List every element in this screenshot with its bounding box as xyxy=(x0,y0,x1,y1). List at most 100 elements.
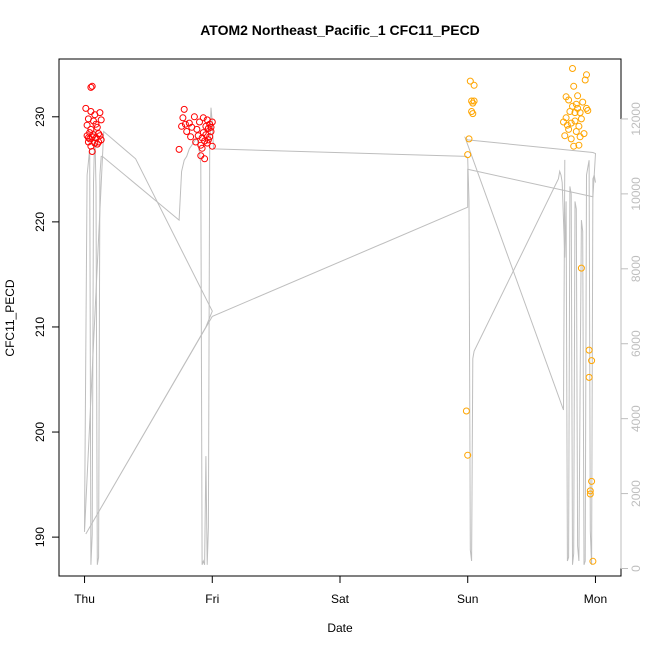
x-axis-label: Date xyxy=(327,621,353,635)
data-point xyxy=(577,115,585,123)
data-point xyxy=(584,107,592,114)
x-tick-label: Sun xyxy=(457,592,478,606)
data-point xyxy=(469,110,477,118)
x-tick-label: Sat xyxy=(331,592,350,606)
data-point xyxy=(180,105,188,113)
data-point xyxy=(194,132,202,140)
track-line xyxy=(84,130,597,535)
data-point xyxy=(193,125,201,133)
data-point xyxy=(570,82,578,90)
data-point xyxy=(583,71,590,79)
data-point xyxy=(576,109,584,117)
data-point xyxy=(181,120,189,128)
data-point xyxy=(93,123,101,131)
data-point xyxy=(190,113,198,121)
data-point xyxy=(563,121,571,129)
y-tick-label: 210 xyxy=(33,317,47,337)
data-point xyxy=(585,346,593,354)
depth-line xyxy=(84,107,596,565)
data-point xyxy=(585,373,593,381)
data-point xyxy=(571,117,579,125)
data-point xyxy=(199,114,207,122)
data-point xyxy=(589,557,597,565)
chart-title: ATOM2 Northeast_Pacific_1 CFC11_PECD xyxy=(200,22,480,38)
data-point xyxy=(87,108,95,115)
data-point xyxy=(577,264,585,272)
data-point xyxy=(581,76,589,84)
data-point xyxy=(466,77,474,85)
x-axis: Thu Fri Sat Sun Mon xyxy=(74,575,607,606)
y-tick-label: 190 xyxy=(33,527,47,547)
data-point xyxy=(588,477,596,485)
data-point xyxy=(197,152,205,160)
track-line-layer xyxy=(84,130,597,535)
data-point xyxy=(586,487,594,495)
y2-tick-label: 4000 xyxy=(629,405,643,432)
data-point xyxy=(569,65,576,72)
x-tick-label: Mon xyxy=(584,592,607,606)
data-point xyxy=(183,128,191,135)
data-point xyxy=(198,144,206,152)
data-point xyxy=(586,490,594,498)
plot-frame xyxy=(58,58,622,577)
data-points-layer xyxy=(82,65,597,565)
data-point xyxy=(84,134,92,142)
data-point xyxy=(97,136,105,144)
data-point xyxy=(208,142,216,150)
data-point xyxy=(83,121,91,129)
data-point xyxy=(562,114,570,122)
y2-tick-label: 12000 xyxy=(629,102,643,136)
data-point xyxy=(96,132,104,140)
data-point xyxy=(192,138,200,146)
data-point xyxy=(470,97,478,105)
data-point xyxy=(97,116,105,124)
y2-tick-label: 10000 xyxy=(629,177,643,211)
data-point xyxy=(464,151,472,159)
data-point xyxy=(88,148,96,155)
data-point xyxy=(570,142,578,150)
data-point xyxy=(567,119,575,127)
y2-tick-label: 2000 xyxy=(629,480,643,507)
data-point xyxy=(196,118,203,126)
y-tick-label: 220 xyxy=(33,212,47,232)
data-point xyxy=(464,451,472,459)
y2-tick-label: 6000 xyxy=(629,330,643,357)
y2-tick-label: 0 xyxy=(629,565,643,572)
data-point xyxy=(175,145,183,153)
data-point xyxy=(96,109,104,117)
data-point xyxy=(201,155,209,163)
data-point xyxy=(179,114,187,122)
data-point xyxy=(87,83,95,91)
data-point xyxy=(561,132,569,140)
data-point xyxy=(178,122,186,130)
data-point xyxy=(576,133,584,141)
y-tick-label: 200 xyxy=(33,422,47,442)
x-tick-label: Thu xyxy=(74,592,95,606)
data-point xyxy=(187,133,195,141)
data-point xyxy=(567,135,575,143)
data-point xyxy=(575,122,583,130)
data-point xyxy=(92,120,100,128)
data-point xyxy=(197,141,205,149)
data-point xyxy=(204,136,212,144)
data-point xyxy=(580,130,588,138)
y-tick-label: 230 xyxy=(33,106,47,126)
data-point xyxy=(575,141,583,149)
data-point xyxy=(565,125,573,133)
data-point xyxy=(82,104,90,112)
data-point xyxy=(579,98,587,106)
x-tick-label: Fri xyxy=(205,592,219,606)
y-axis-right: 0 2000 4000 6000 8000 10000 12000 xyxy=(620,102,643,572)
data-point xyxy=(465,135,473,143)
data-point xyxy=(588,357,596,365)
data-point xyxy=(208,118,216,126)
data-point xyxy=(203,139,211,147)
y-axis-left: 190 200 210 220 230 xyxy=(33,106,60,547)
y-axis-label: CFC11_PECD xyxy=(3,279,17,356)
data-point xyxy=(207,128,215,135)
data-point xyxy=(572,100,580,108)
data-point xyxy=(470,81,478,89)
depth-line-layer xyxy=(84,107,596,565)
data-point xyxy=(88,82,96,90)
